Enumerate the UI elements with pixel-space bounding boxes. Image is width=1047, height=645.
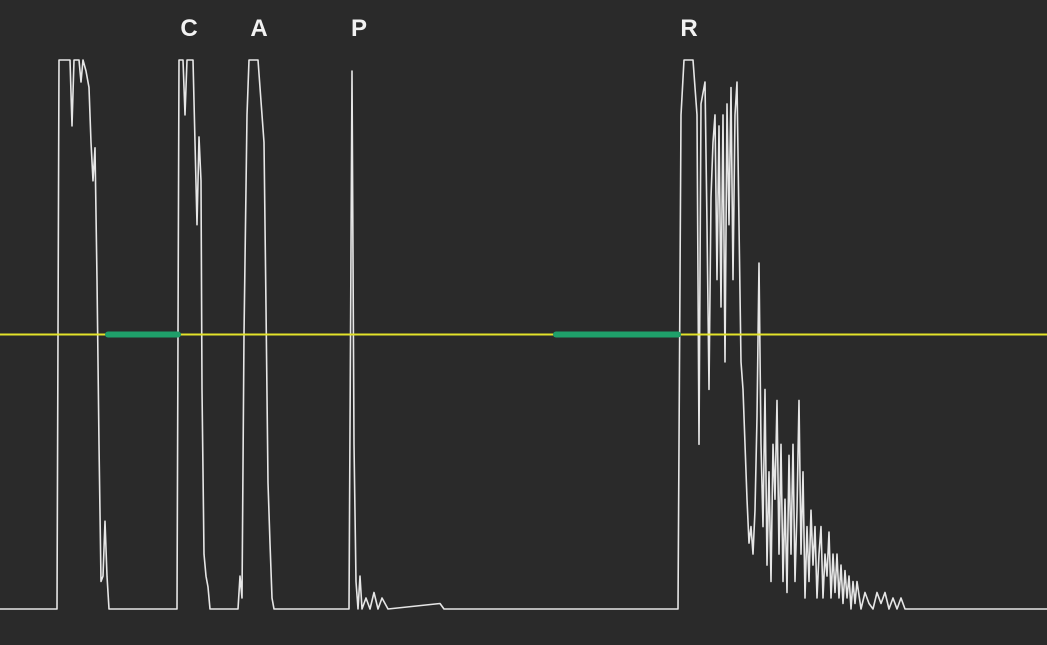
peak-label-p: P	[351, 15, 367, 42]
peak-label-r: R	[680, 15, 697, 42]
signal-line-0	[0, 59, 1047, 610]
signal-series	[0, 59, 1047, 610]
peak-label-a: A	[250, 15, 267, 42]
peak-label-c: C	[180, 15, 197, 42]
